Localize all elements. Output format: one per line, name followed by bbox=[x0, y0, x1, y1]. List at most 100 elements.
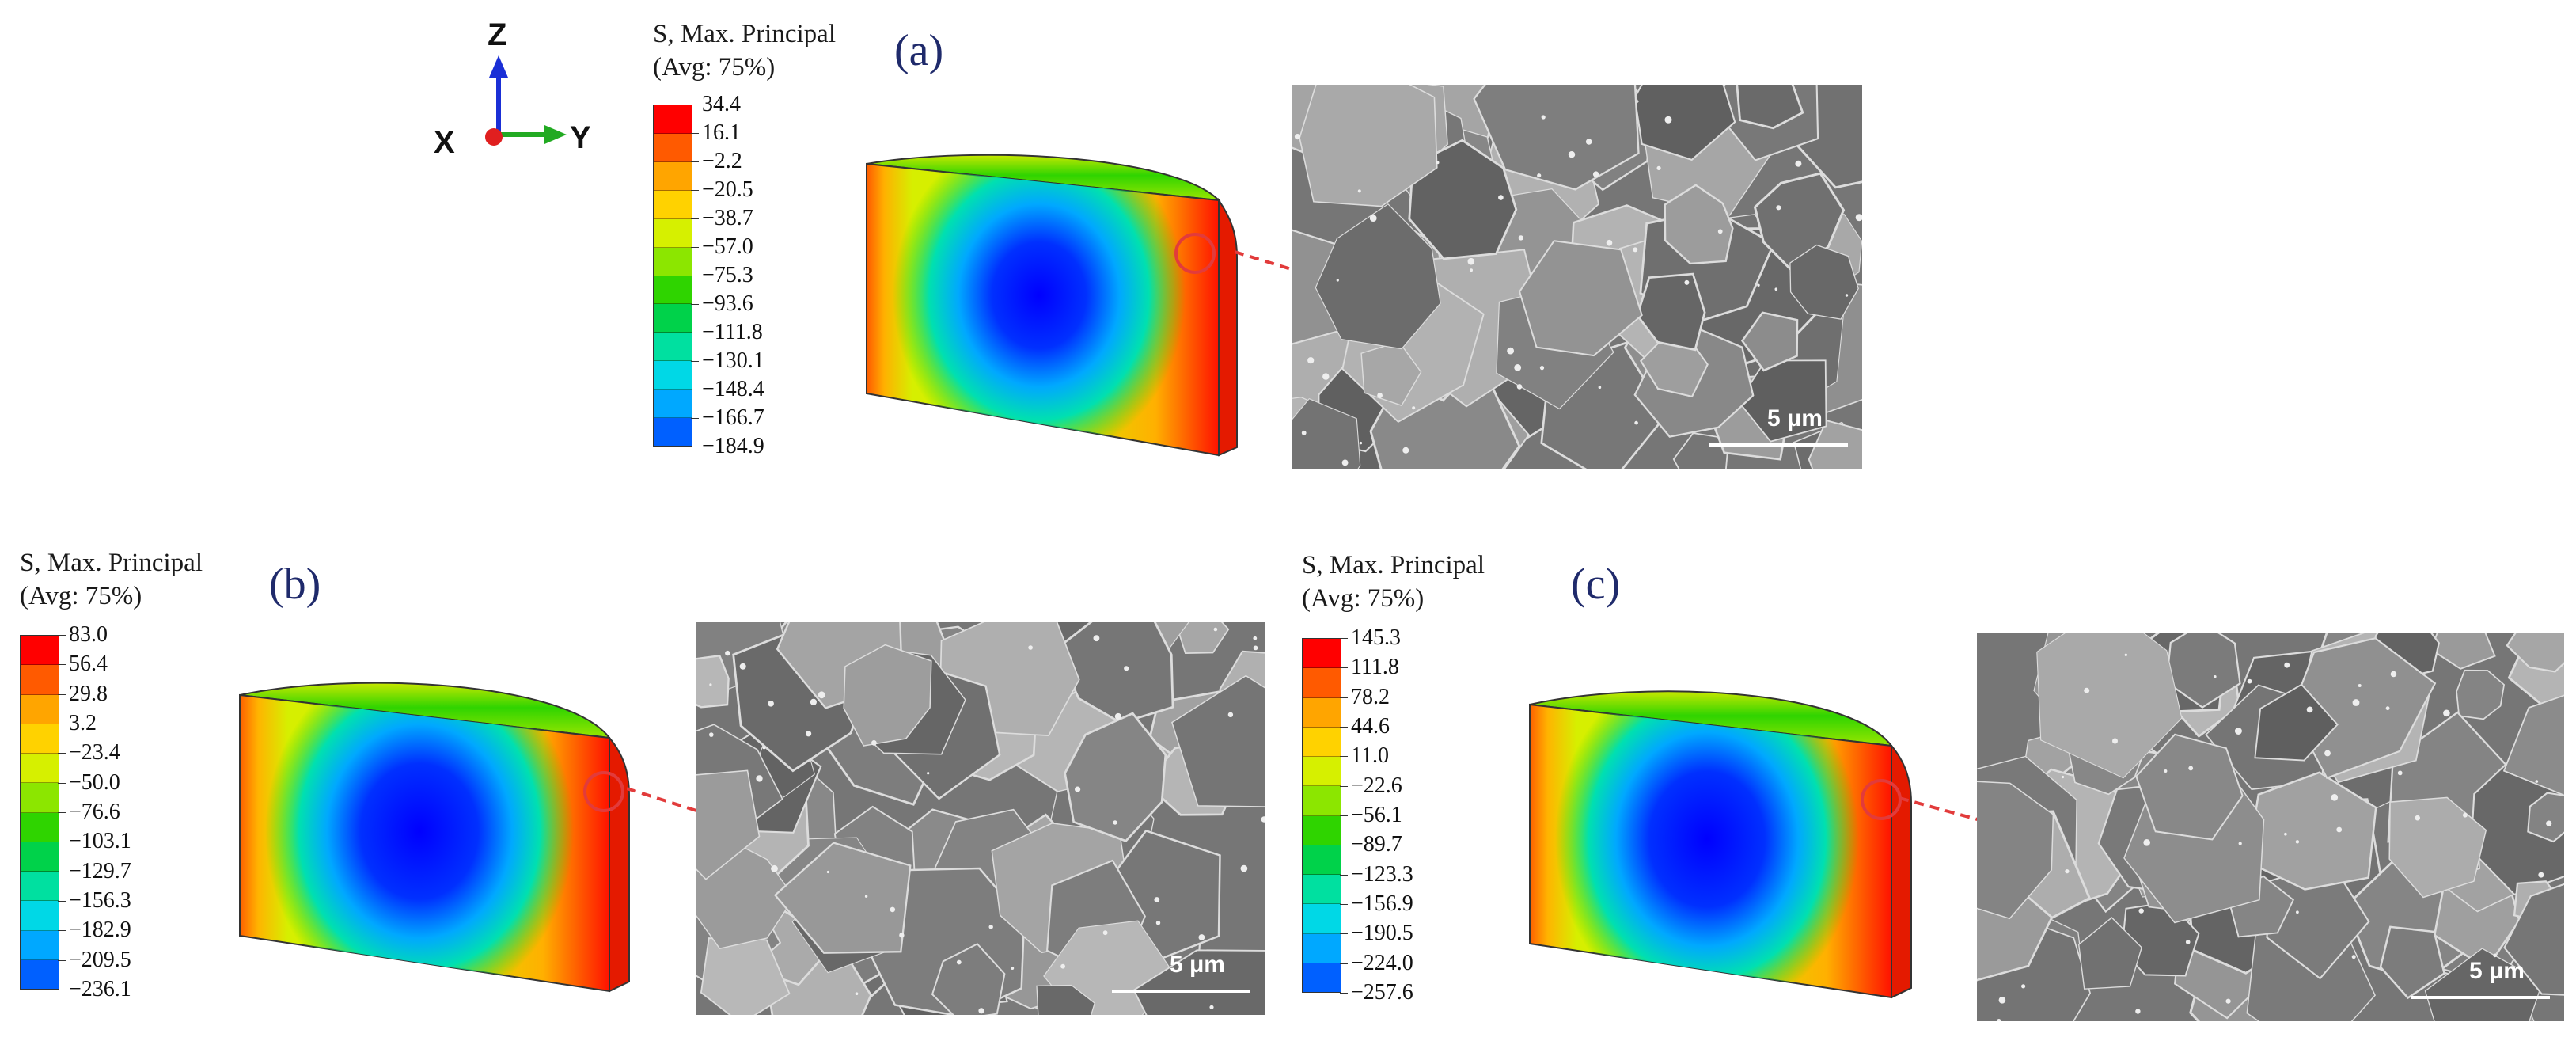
sem-particle bbox=[1341, 459, 1349, 466]
sem-particle bbox=[2415, 815, 2420, 821]
legend-colorbar bbox=[1302, 638, 1341, 993]
legend-tick bbox=[1340, 785, 1348, 787]
sem-particle bbox=[2234, 728, 2242, 735]
sem-particle bbox=[826, 870, 829, 874]
legend-tick bbox=[1340, 993, 1348, 994]
legend-color-segment bbox=[21, 783, 59, 813]
sem-grain bbox=[2456, 669, 2506, 720]
legend-value: −148.4 bbox=[702, 377, 764, 401]
legend-tick bbox=[1340, 815, 1348, 816]
legend-color-segment bbox=[654, 304, 692, 333]
legend-value: −103.1 bbox=[69, 829, 131, 854]
scalebar-line bbox=[1709, 443, 1848, 446]
x-axis-label: X bbox=[434, 125, 455, 160]
sem-grain bbox=[1360, 340, 1422, 407]
legend-value: −2.2 bbox=[702, 149, 742, 173]
sem-particle bbox=[1539, 366, 1545, 370]
sem-grains bbox=[1292, 85, 1862, 469]
sem-particle bbox=[1294, 134, 1301, 140]
sem-particle bbox=[1568, 151, 1576, 158]
scalebar-label: 5 μm bbox=[1169, 952, 1225, 978]
sem-particle bbox=[1541, 115, 1546, 120]
sem-particle bbox=[864, 895, 868, 898]
sem-particle bbox=[2463, 812, 2468, 818]
legend-title-line2: (Avg: 75%) bbox=[653, 53, 776, 82]
sem-grain bbox=[1132, 949, 1265, 1015]
scalebar-label: 5 μm bbox=[1766, 405, 1823, 431]
sem-grain bbox=[1737, 359, 1827, 443]
legend-color-segment bbox=[1303, 786, 1341, 816]
fea-model-b bbox=[239, 682, 630, 993]
sem-particle bbox=[1467, 257, 1475, 265]
sem-grain bbox=[2135, 733, 2244, 841]
sem-grain bbox=[1292, 398, 1361, 469]
legend-color-segment bbox=[654, 332, 692, 362]
legend-value: 44.6 bbox=[1351, 714, 1390, 739]
sem-particle bbox=[956, 960, 962, 965]
legend-color-segment bbox=[21, 930, 59, 960]
legend-tick bbox=[1340, 756, 1348, 758]
legend-value: −182.9 bbox=[69, 918, 131, 943]
sem-particle bbox=[1664, 116, 1672, 124]
sem-particle bbox=[2336, 826, 2343, 833]
legend-color-segment bbox=[654, 390, 692, 419]
sem-particle bbox=[771, 864, 778, 872]
legend-color-segment bbox=[654, 276, 692, 305]
sem-grain bbox=[773, 842, 912, 954]
sem-particle bbox=[1102, 930, 1108, 936]
axis-triad-arrows bbox=[485, 55, 567, 146]
sem-grain bbox=[1315, 203, 1441, 350]
sem-particle bbox=[1209, 1005, 1214, 1009]
sem-image-a: 5 μm bbox=[1292, 85, 1862, 469]
legend-value: −209.5 bbox=[69, 947, 131, 972]
legend-value: −20.5 bbox=[702, 177, 753, 202]
sem-particle bbox=[1213, 627, 1218, 632]
sem-grain bbox=[1977, 781, 2054, 920]
legend-title-line1: S, Max. Principal bbox=[653, 20, 836, 48]
sem-particle bbox=[2284, 832, 2287, 836]
sem-particle bbox=[1253, 636, 1258, 640]
legend-value: 3.2 bbox=[69, 711, 97, 735]
legend-color-segment bbox=[21, 842, 59, 872]
legend-color-segment bbox=[654, 418, 692, 446]
sem-grain bbox=[2430, 633, 2496, 670]
legend-color-segment bbox=[21, 636, 59, 666]
legend-tick bbox=[1340, 963, 1348, 964]
legend-color-segment bbox=[1303, 845, 1341, 875]
sem-particle bbox=[1997, 1019, 2001, 1021]
legend-value: −50.0 bbox=[69, 770, 120, 795]
sem-particle bbox=[855, 992, 859, 995]
sem-particle bbox=[2296, 910, 2299, 914]
sem-grain bbox=[1055, 622, 1174, 724]
sem-grain bbox=[1636, 272, 1706, 352]
legend-value: 29.8 bbox=[69, 681, 108, 706]
sem-particle bbox=[2390, 671, 2397, 678]
sem-particle bbox=[1114, 712, 1121, 720]
sem-particle bbox=[818, 691, 825, 699]
sem-particle bbox=[2443, 709, 2450, 717]
sem-particle bbox=[1507, 347, 1514, 355]
sem-particle bbox=[2124, 653, 2127, 656]
legend-value: 83.0 bbox=[69, 622, 108, 647]
sem-grain bbox=[1473, 85, 1640, 191]
sem-grain bbox=[1171, 674, 1265, 808]
legend-value: 11.0 bbox=[1351, 743, 1389, 769]
sem-particle bbox=[1470, 268, 1473, 272]
legend-value: 145.3 bbox=[1351, 625, 1401, 650]
sem-grain bbox=[2077, 917, 2142, 990]
legend-value: −236.1 bbox=[69, 977, 131, 1001]
legend-value: −123.3 bbox=[1351, 861, 1413, 887]
sem-particle bbox=[1155, 921, 1161, 925]
sem-particle bbox=[2188, 766, 2194, 771]
sem-particle bbox=[1684, 279, 1690, 285]
sem-particle bbox=[871, 740, 877, 746]
sem-particle bbox=[1795, 160, 1802, 167]
legend-tick bbox=[691, 332, 699, 333]
sem-particle bbox=[1656, 165, 1661, 170]
legend-tick bbox=[58, 960, 66, 961]
sem-particle bbox=[1776, 205, 1781, 211]
legend-color-segment bbox=[1303, 904, 1341, 934]
legend-b: S, Max. Principal (Avg: 75%) 83.0 56.4 29.… bbox=[20, 546, 203, 1001]
legend-tick bbox=[1340, 727, 1348, 728]
sem-particle bbox=[1498, 195, 1504, 200]
